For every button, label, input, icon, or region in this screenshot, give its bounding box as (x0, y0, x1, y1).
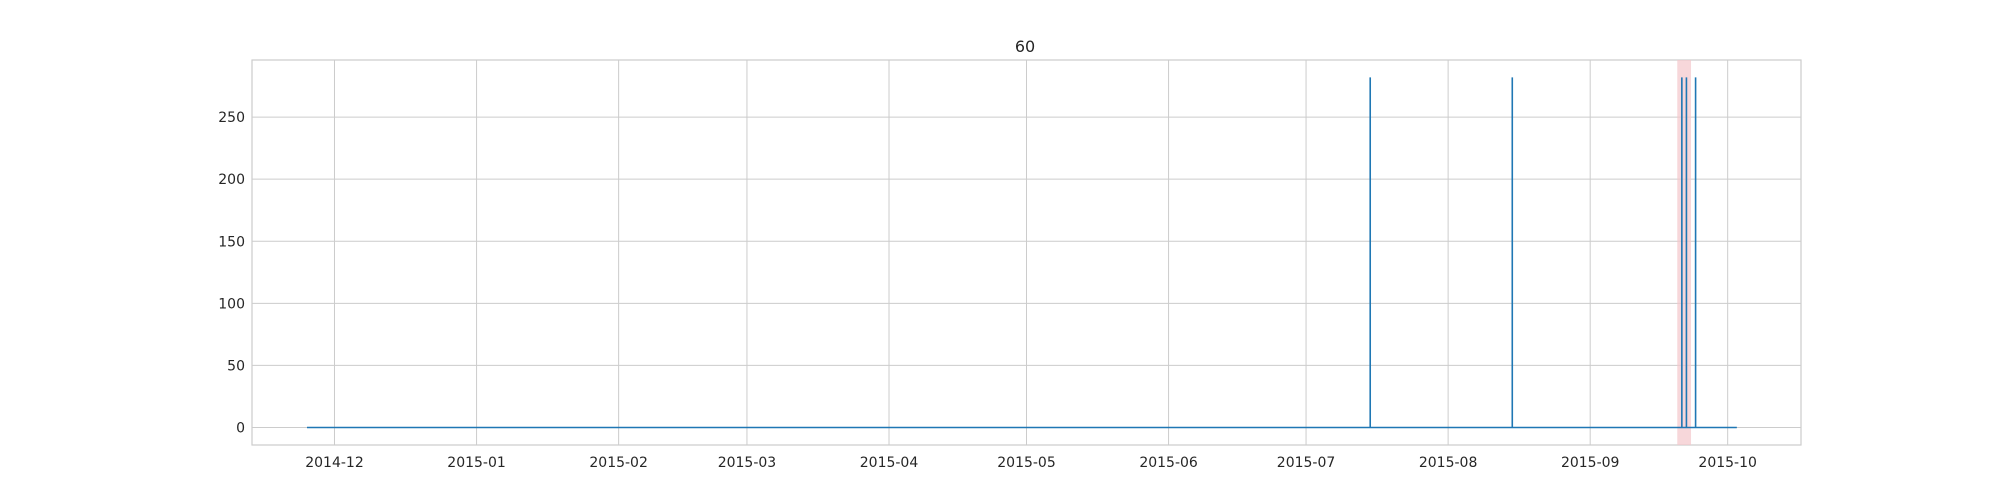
y-axis-ticks: 0 50 100 150 200 250 (218, 110, 245, 436)
x-tick-label: 2015-10 (1698, 455, 1757, 471)
y-tick-label: 100 (218, 296, 245, 312)
x-tick-label: 2015-08 (1419, 455, 1478, 471)
x-tick-label: 2015-04 (860, 455, 919, 471)
x-tick-label: 2015-06 (1139, 455, 1198, 471)
chart-title: 60 (1015, 37, 1035, 56)
highlight-span (1677, 60, 1692, 445)
y-tick-label: 150 (218, 234, 245, 250)
x-tick-label: 2014-12 (305, 455, 364, 471)
series-layer (306, 77, 1737, 429)
y-tick-label: 0 (236, 420, 245, 436)
x-tick-label: 2015-03 (718, 455, 777, 471)
x-tick-label: 2015-05 (997, 455, 1056, 471)
x-tick-label: 2015-07 (1277, 455, 1336, 471)
y-tick-label: 200 (218, 172, 245, 188)
x-tick-label: 2015-02 (589, 455, 648, 471)
x-tick-label: 2015-09 (1561, 455, 1620, 471)
highlight-spans (1677, 60, 1692, 445)
y-tick-label: 250 (218, 110, 245, 126)
grid (252, 60, 1801, 445)
y-tick-label: 50 (227, 358, 245, 374)
x-tick-label: 2015-01 (447, 455, 506, 471)
x-axis-ticks: 2014-12 2015-01 2015-02 2015-03 2015-04 2015-… (305, 455, 1757, 471)
series-line (306, 77, 1737, 429)
